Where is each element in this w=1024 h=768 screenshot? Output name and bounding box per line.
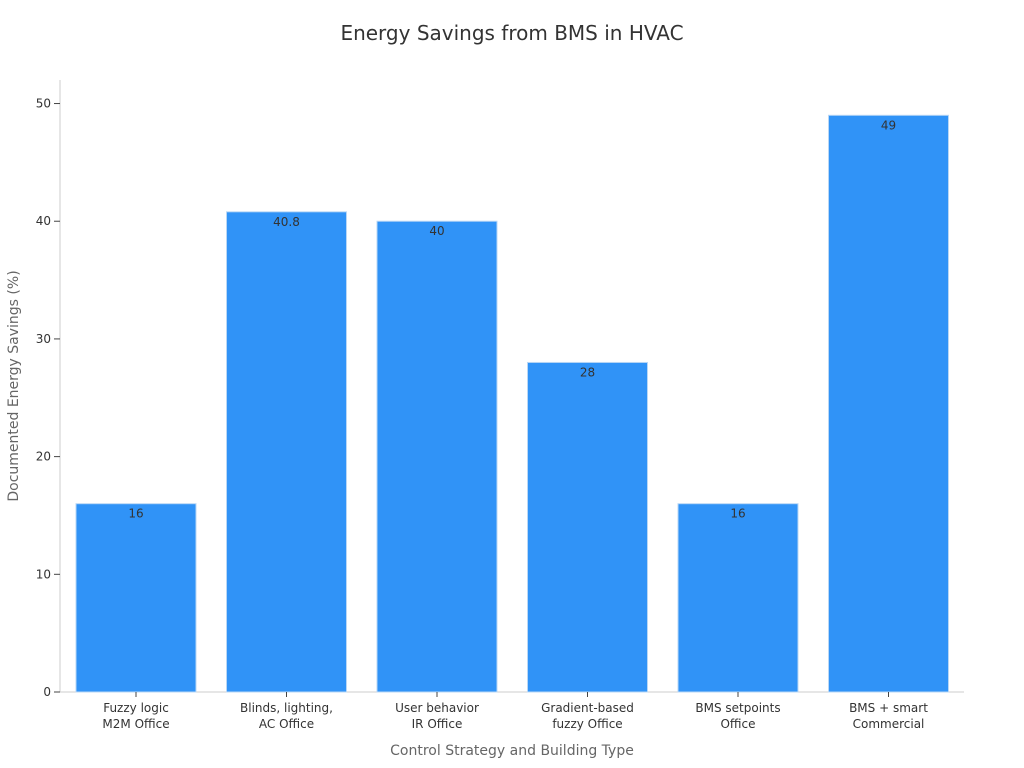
x-tick-label: User behavior bbox=[395, 701, 479, 715]
x-tick-label: Gradient-based bbox=[541, 701, 634, 715]
bars-group bbox=[75, 114, 949, 693]
x-tick-label: fuzzy Office bbox=[552, 717, 622, 731]
bar bbox=[527, 361, 648, 693]
y-axis-label: Documented Energy Savings (%) bbox=[6, 270, 22, 501]
y-tick-label: 20 bbox=[36, 450, 51, 464]
bar bbox=[226, 211, 347, 693]
x-tick-label: Office bbox=[720, 717, 755, 731]
x-tick-label: BMS + smart bbox=[849, 701, 928, 715]
data-labels-group: 16 40.8 40 28 16 49 bbox=[128, 118, 896, 520]
bar-value-label: 49 bbox=[881, 118, 896, 132]
chart-title: Energy Savings from BMS in HVAC bbox=[340, 21, 683, 45]
y-tick-label: 10 bbox=[36, 567, 51, 581]
x-tick-label: Blinds, lighting, bbox=[240, 701, 333, 715]
bar bbox=[677, 503, 799, 693]
x-axis-label: Control Strategy and Building Type bbox=[390, 743, 634, 759]
bar bbox=[828, 114, 949, 693]
y-axis-ticks: 0 10 20 30 40 50 bbox=[36, 97, 60, 699]
x-tick-label: Commercial bbox=[853, 717, 925, 731]
x-tick-label: Fuzzy logic bbox=[103, 701, 169, 715]
y-tick-label: 30 bbox=[36, 332, 51, 346]
y-tick-label: 40 bbox=[36, 214, 51, 228]
bar bbox=[376, 220, 498, 693]
bar-value-label: 16 bbox=[128, 507, 143, 521]
bar-value-label: 40 bbox=[429, 224, 444, 238]
x-tick-label: BMS setpoints bbox=[695, 701, 780, 715]
y-tick-label: 0 bbox=[43, 685, 51, 699]
x-tick-label: IR Office bbox=[412, 717, 463, 731]
x-tick-label: M2M Office bbox=[102, 717, 169, 731]
x-tick-label: AC Office bbox=[259, 717, 314, 731]
x-axis-ticks: Fuzzy logic M2M Office Blinds, lighting, AC… bbox=[102, 692, 928, 731]
y-tick-label: 50 bbox=[36, 97, 51, 111]
bar-value-label: 40.8 bbox=[273, 215, 300, 229]
bar-value-label: 28 bbox=[580, 365, 595, 379]
bar bbox=[75, 503, 197, 693]
bar-value-label: 16 bbox=[730, 507, 745, 521]
